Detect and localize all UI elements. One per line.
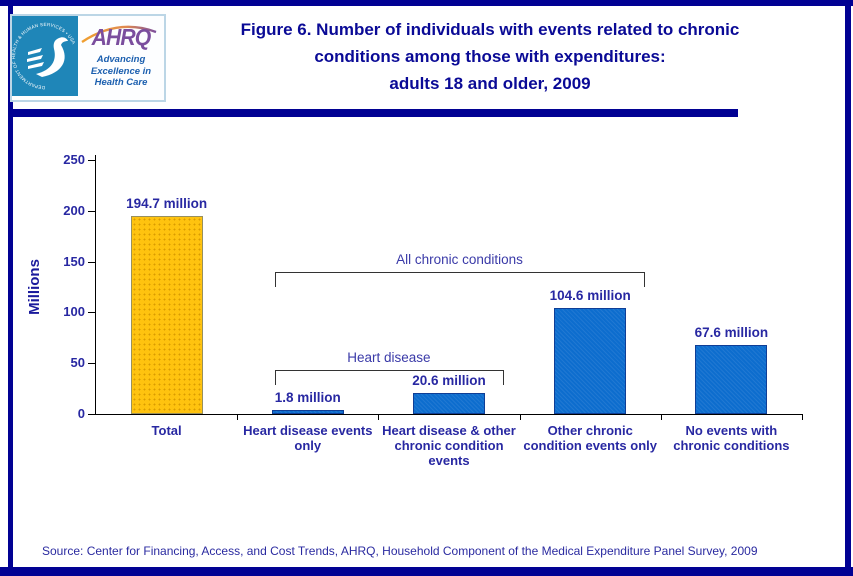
header-divider-bar: [8, 109, 738, 117]
y-tick-label: 0: [77, 406, 85, 421]
bracket-line: [274, 370, 503, 371]
hhs-ahrq-logo: DEPARTMENT OF HEALTH & HUMAN SERVICES • …: [10, 14, 166, 102]
y-tick-label: 250: [63, 152, 85, 167]
bar: [695, 345, 768, 414]
x-tick: [802, 414, 803, 420]
x-tick: [378, 414, 380, 420]
category-label-line: only: [294, 438, 322, 453]
bracket-label: Heart disease: [347, 350, 431, 365]
bracket-end: [503, 370, 504, 385]
figure-title-line: adults 18 and older, 2009: [389, 74, 591, 93]
y-axis-line: [95, 155, 96, 415]
x-tick: [660, 414, 662, 420]
hhs-logo: DEPARTMENT OF HEALTH & HUMAN SERVICES • …: [12, 16, 78, 96]
y-tick: [88, 261, 95, 263]
bracket-label: All chronic conditions: [396, 252, 523, 267]
value-label: 1.8 million: [274, 390, 341, 405]
hhs-eagle-icon: DEPARTMENT OF HEALTH & HUMAN SERVICES • …: [12, 22, 76, 90]
ahrq-tagline-line: Advancing: [96, 54, 146, 65]
value-label: 194.7 million: [126, 196, 208, 212]
category-label-line: Heart disease & other: [382, 423, 516, 438]
y-tick: [88, 160, 95, 161]
figure-title-line: Figure 6. Number of individuals with eve…: [240, 20, 740, 39]
bracket-line: [274, 272, 645, 273]
category-label-line: chronic condition: [394, 438, 504, 453]
y-tick-label: 200: [63, 202, 85, 218]
bar: [413, 393, 485, 414]
frame-top-bar: [0, 0, 853, 6]
ahrq-tagline: Advancing Excellence in Health Care: [78, 54, 164, 89]
bracket-end: [274, 370, 276, 385]
y-tick-label: 100: [63, 304, 85, 320]
frame-left-bar: [8, 6, 13, 567]
figure-title-line: conditions among those with expenditures…: [314, 47, 666, 66]
category-label: Heart disease & other chronic condition ev…: [369, 423, 529, 468]
category-label-line: Total: [151, 423, 182, 438]
x-axis-line: [95, 414, 803, 415]
category-label-line: condition events only: [523, 438, 657, 453]
ahrq-arc-icon: [81, 25, 157, 43]
ahrq-acronym: AHRQ: [91, 24, 152, 50]
value-label: 20.6 million: [412, 373, 486, 389]
source-note: Source: Center for Financing, Access, an…: [42, 544, 758, 558]
value-label: 67.6 million: [694, 325, 769, 341]
ahrq-tagline-line: Health Care: [94, 77, 148, 88]
category-label-line: No events with: [685, 423, 778, 438]
category-label-line: events: [428, 453, 470, 468]
frame-bottom-bar: [0, 567, 853, 576]
frame-right-bar: [845, 6, 851, 567]
y-tick-label: 150: [63, 253, 85, 269]
category-label-line: Heart disease events: [243, 423, 373, 438]
bracket-end: [274, 272, 276, 287]
ahrq-logo: AHRQ Advancing Excellence in Health Care: [78, 16, 164, 100]
value-label: 104.6 million: [549, 287, 631, 303]
category-label: Other chronic condition events only: [510, 423, 670, 453]
bar: [271, 410, 344, 414]
bar: [130, 216, 203, 414]
figure-title: Figure 6. Number of individuals with eve…: [170, 16, 810, 97]
x-tick: [519, 414, 521, 420]
category-label: Total: [87, 423, 247, 438]
y-tick: [88, 312, 95, 314]
bracket-end: [644, 272, 646, 287]
y-tick: [88, 210, 95, 212]
y-tick-label: 50: [70, 355, 85, 371]
bar: [554, 307, 627, 414]
category-label: No events with chronic conditions: [651, 423, 811, 453]
y-tick: [88, 363, 95, 365]
category-label-line: Other chronic: [547, 423, 633, 438]
y-tick: [88, 414, 95, 415]
category-label-line: chronic conditions: [673, 438, 790, 453]
x-tick: [237, 414, 239, 420]
ahrq-tagline-line: Excellence in: [90, 65, 152, 77]
category-label: Heart disease events only: [228, 423, 388, 453]
